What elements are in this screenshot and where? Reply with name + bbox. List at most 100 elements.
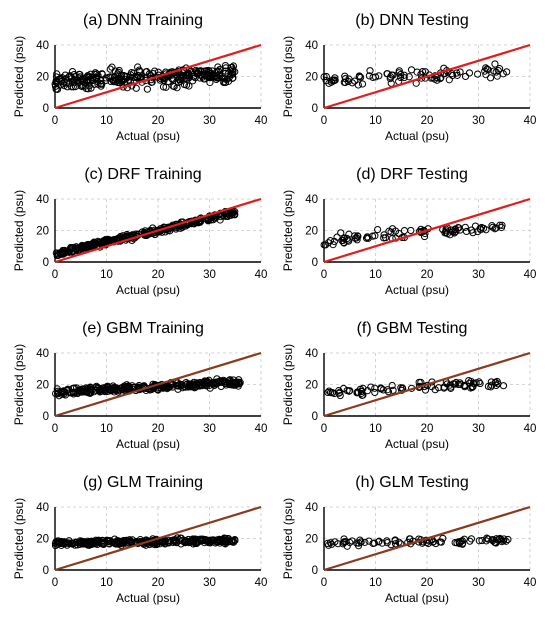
scatter-point (201, 71, 209, 80)
scatter-point (330, 389, 339, 398)
scatter-point (343, 542, 351, 550)
x-tick-label: 40 (255, 115, 268, 127)
scatter-point (90, 538, 98, 546)
scatter-point (453, 539, 461, 547)
scatter-point (374, 225, 382, 234)
scatter-point (366, 67, 374, 75)
scatter-point (461, 223, 469, 231)
y-tick-label: 40 (36, 502, 49, 514)
scatter-point (145, 70, 153, 78)
scatter-point (161, 537, 170, 545)
scatter-point (52, 85, 60, 93)
scatter-point (123, 385, 132, 393)
scatter-point (320, 241, 328, 249)
x-tick-label: 10 (100, 423, 113, 435)
scatter-point (340, 78, 348, 86)
scatter-point (73, 389, 82, 398)
scatter-point (127, 68, 136, 77)
scatter-point (76, 540, 84, 548)
y-tick-label: 0 (43, 411, 49, 423)
scatter-point (431, 386, 439, 394)
panel-title: (f) GBM Testing (357, 320, 468, 337)
x-tick-label: 40 (255, 423, 268, 435)
scatter-point (217, 377, 225, 385)
y-axis-label: Predicted (psu) (12, 36, 26, 117)
scatter-point (466, 537, 474, 545)
x-tick-label: 20 (152, 423, 165, 435)
scatter-point (114, 70, 122, 78)
scatter-point (475, 537, 483, 545)
scatter-point (475, 378, 483, 386)
scatter-point (175, 75, 183, 83)
scatter-point (206, 78, 214, 87)
x-tick-label: 20 (152, 577, 165, 589)
scatter-point (368, 232, 377, 240)
scatter-point (457, 537, 465, 545)
scatter-point (389, 386, 397, 394)
scatter-point (388, 381, 396, 390)
scatter-point (171, 535, 179, 544)
scatter-point (397, 70, 405, 79)
y-tick-label: 0 (43, 257, 49, 269)
reference-line (323, 197, 531, 264)
x-axis-label: Actual (psu) (116, 591, 180, 605)
scatter-point (326, 539, 335, 547)
x-tick-label: 10 (100, 269, 113, 281)
scatter-point (199, 535, 207, 543)
scatter-point (229, 74, 237, 82)
scatter-point (106, 65, 114, 73)
scatter-point (204, 216, 212, 225)
y-tick-label: 40 (36, 194, 49, 206)
scatter-point (231, 380, 239, 388)
y-tick-label: 40 (36, 40, 49, 52)
scatter-point (357, 73, 365, 81)
scatter-point (185, 539, 193, 547)
x-tick-label: 20 (421, 269, 434, 281)
scatter-point (123, 72, 131, 80)
scatter-point (324, 539, 332, 547)
scatter-point (99, 539, 108, 547)
x-tick-label: 0 (52, 577, 58, 589)
scatter-point (57, 74, 65, 83)
scatter-point (58, 77, 66, 85)
panel-title: (c) DRF Training (84, 166, 201, 183)
scatter-point (331, 538, 339, 546)
panel-title: (d) DRF Testing (356, 166, 468, 183)
y-tick-label: 20 (305, 72, 318, 84)
x-tick-label: 20 (421, 115, 434, 127)
scatter-point (193, 379, 201, 387)
x-tick-label: 30 (472, 577, 485, 589)
scatter-point (51, 82, 60, 90)
y-tick-label: 0 (312, 103, 318, 115)
scatter-point (133, 73, 141, 81)
scatter-point (206, 384, 214, 392)
scatter-point (483, 534, 491, 542)
scatter-point (491, 225, 499, 233)
y-axis-label: Predicted (psu) (281, 190, 295, 271)
scatter-point (407, 226, 415, 235)
scatter-point (106, 537, 114, 545)
scatter-point (396, 73, 405, 82)
scatter-point (353, 234, 361, 242)
scatter-point (337, 229, 345, 237)
scatter-point (320, 73, 328, 81)
scatter-point (474, 70, 482, 78)
scatter-point (87, 384, 95, 392)
scatter-point (88, 537, 96, 545)
scatter-point (229, 537, 237, 545)
scatter-point (159, 83, 168, 91)
scatter-point (345, 237, 353, 245)
scatter-point (454, 380, 462, 389)
scatter-point (330, 77, 338, 85)
scatter-point (437, 74, 445, 82)
scatter-point (405, 73, 413, 81)
scatter-point (63, 79, 71, 87)
scatter-point (110, 383, 118, 392)
panel-title: (g) GLM Training (83, 474, 203, 491)
x-tick-label: 10 (369, 577, 382, 589)
x-tick-label: 30 (203, 269, 216, 281)
scatter-point (387, 541, 395, 549)
x-tick-label: 40 (524, 577, 537, 589)
y-tick-label: 0 (312, 257, 318, 269)
y-tick-label: 40 (305, 348, 318, 360)
